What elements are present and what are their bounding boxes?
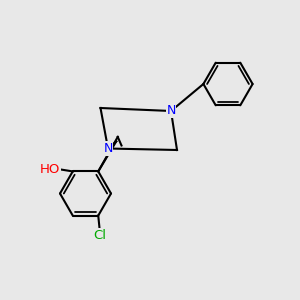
Text: N: N bbox=[166, 104, 176, 118]
Text: HO: HO bbox=[40, 163, 60, 176]
Text: N: N bbox=[103, 142, 113, 155]
Text: N: N bbox=[103, 142, 113, 155]
Text: HO: HO bbox=[40, 163, 60, 176]
Text: N: N bbox=[166, 104, 176, 118]
Text: Cl: Cl bbox=[94, 229, 106, 242]
Text: Cl: Cl bbox=[93, 229, 106, 242]
